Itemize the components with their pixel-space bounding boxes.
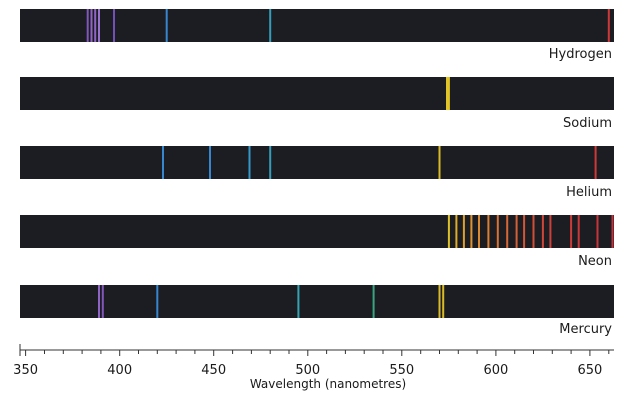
neon-emission-line (611, 215, 614, 248)
hydrogen-emission-line (94, 9, 97, 42)
mercury-emission-line (101, 285, 104, 318)
mercury-emission-line (442, 285, 445, 318)
x-axis-title: Wavelength (nanometres) (250, 377, 406, 391)
sodium-emission-line (446, 77, 448, 110)
neon-emission-line (515, 215, 518, 248)
helium-emission-line (594, 146, 597, 179)
mercury-spectrum: Mercury (20, 285, 614, 337)
mercury-emission-line (98, 285, 100, 318)
hydrogen-emission-line (113, 9, 115, 42)
neon-emission-line (506, 215, 509, 248)
helium-label: Helium (566, 185, 612, 200)
neon-emission-line (462, 215, 465, 248)
neon-spectrum: Neon (20, 215, 614, 269)
neon-emission-line (549, 215, 552, 248)
neon-emission-line (496, 215, 499, 248)
sodium-emission-line (447, 77, 450, 110)
helium-emission-line (162, 146, 164, 179)
neon-emission-line (523, 215, 526, 248)
mercury-emission-line (297, 285, 300, 318)
sodium-spectrum: Sodium (20, 77, 614, 131)
helium-emission-line (269, 146, 272, 179)
helium-emission-line (248, 146, 251, 179)
mercury-emission-line (156, 285, 159, 318)
sodium-strip (20, 77, 614, 110)
neon-strip (20, 215, 614, 248)
hydrogen-emission-line (86, 9, 89, 42)
wavelength-axis: 350 400 450 500 550 600 650 (13, 344, 614, 378)
hydrogen-emission-line (90, 9, 93, 42)
neon-label: Neon (578, 254, 612, 269)
mercury-strip (20, 285, 614, 318)
neon-emission-line (596, 215, 599, 248)
helium-spectrum: Helium (20, 146, 614, 200)
hydrogen-emission-line (98, 9, 100, 42)
neon-emission-line (478, 215, 480, 248)
tick-label-550: 550 (389, 363, 414, 378)
helium-emission-line (438, 146, 441, 179)
neon-emission-line (487, 215, 490, 248)
tick-label-650: 650 (577, 363, 602, 378)
neon-emission-line (470, 215, 473, 248)
mercury-emission-line (372, 285, 375, 318)
hydrogen-emission-line (165, 9, 168, 42)
neon-emission-line (570, 215, 573, 248)
neon-emission-line (577, 215, 580, 248)
tick-label-500: 500 (295, 363, 320, 378)
hydrogen-emission-line (269, 9, 272, 42)
hydrogen-spectrum: Hydrogen (20, 9, 614, 62)
tick-label-350: 350 (13, 363, 38, 378)
tick-label-400: 400 (107, 363, 132, 378)
neon-emission-line (541, 215, 544, 248)
mercury-label: Mercury (559, 322, 612, 337)
spectra-strips: Hydrogen Sodium Helium Neon Mercury (20, 9, 614, 337)
hydrogen-emission-line (607, 9, 610, 42)
hydrogen-label: Hydrogen (549, 47, 612, 62)
neon-emission-line (532, 215, 535, 248)
neon-emission-line (455, 215, 458, 248)
sodium-label: Sodium (563, 116, 612, 131)
helium-strip (20, 146, 614, 179)
tick-label-450: 450 (201, 363, 226, 378)
helium-emission-line (209, 146, 211, 179)
hydrogen-strip (20, 9, 614, 42)
mercury-emission-line (438, 285, 441, 318)
tick-label-600: 600 (483, 363, 508, 378)
neon-emission-line (447, 215, 450, 248)
